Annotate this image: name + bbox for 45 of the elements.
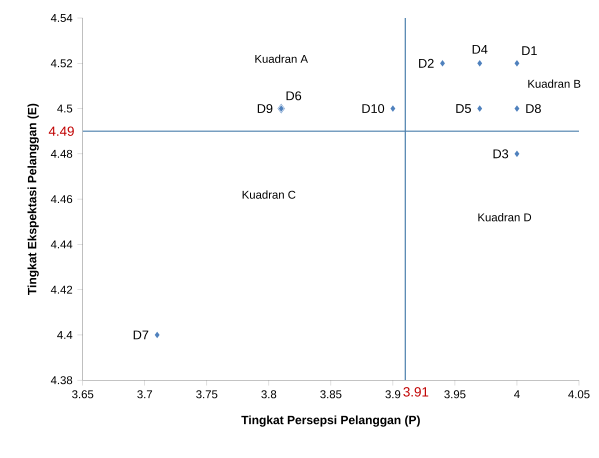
y-tick-label: 4.5 xyxy=(57,104,72,112)
y-tick-label: 4.54 xyxy=(50,14,72,22)
series-label: D1 xyxy=(522,46,537,55)
ref-line-label: 4.49 xyxy=(48,126,74,136)
x-tick-label: 3.75 xyxy=(196,390,218,398)
point xyxy=(476,104,483,112)
series-label: D8 xyxy=(526,104,541,113)
series-label: D2 xyxy=(419,58,434,68)
point xyxy=(476,59,483,68)
point xyxy=(514,150,520,158)
x-axis-title: Tingkat Persepsi Pelanggan (P) xyxy=(241,415,420,427)
x-tick-label: 4 xyxy=(514,390,520,398)
y-tick-label: 4.48 xyxy=(50,150,72,158)
point xyxy=(154,330,160,339)
series-label: D6 xyxy=(286,91,302,100)
x-tick-label: 3.9 xyxy=(385,390,400,398)
annotation: Kuadran C xyxy=(242,190,296,199)
annotation: Kuadran B xyxy=(528,79,580,88)
y-tick-label: 4.46 xyxy=(50,194,72,203)
y-tick-label: 4.52 xyxy=(50,59,72,68)
x-tick-label: 3.7 xyxy=(137,390,152,398)
point xyxy=(390,104,396,112)
y-axis-title: Tingkat Ekspektasi Pelanggan (E) xyxy=(28,104,39,295)
y-tick-label: 4.42 xyxy=(50,286,72,294)
ref-line-label: 3.91 xyxy=(403,387,428,396)
series-label: D7 xyxy=(134,330,148,340)
x-tick-label: 4.05 xyxy=(568,390,590,398)
point xyxy=(514,104,520,112)
series-label: D10 xyxy=(362,104,384,113)
annotation: Kuadran A xyxy=(255,54,308,63)
point xyxy=(439,59,446,68)
series-label: D9 xyxy=(258,104,272,113)
x-tick-label: 3.85 xyxy=(320,390,342,398)
point xyxy=(514,59,520,68)
y-tick-label: 4.38 xyxy=(50,376,72,384)
point xyxy=(278,104,284,112)
series-label: D5 xyxy=(456,104,471,113)
x-tick-label: 3.65 xyxy=(72,390,94,398)
annotation: Kuadran D xyxy=(478,212,532,222)
x-tick-label: 3.8 xyxy=(261,390,276,398)
series-label: D4 xyxy=(472,44,488,54)
x-tick-label: 3.95 xyxy=(444,390,466,398)
series-label: D3 xyxy=(494,149,508,158)
y-tick-label: 4.4 xyxy=(57,330,72,339)
y-tick-label: 4.44 xyxy=(50,240,72,248)
